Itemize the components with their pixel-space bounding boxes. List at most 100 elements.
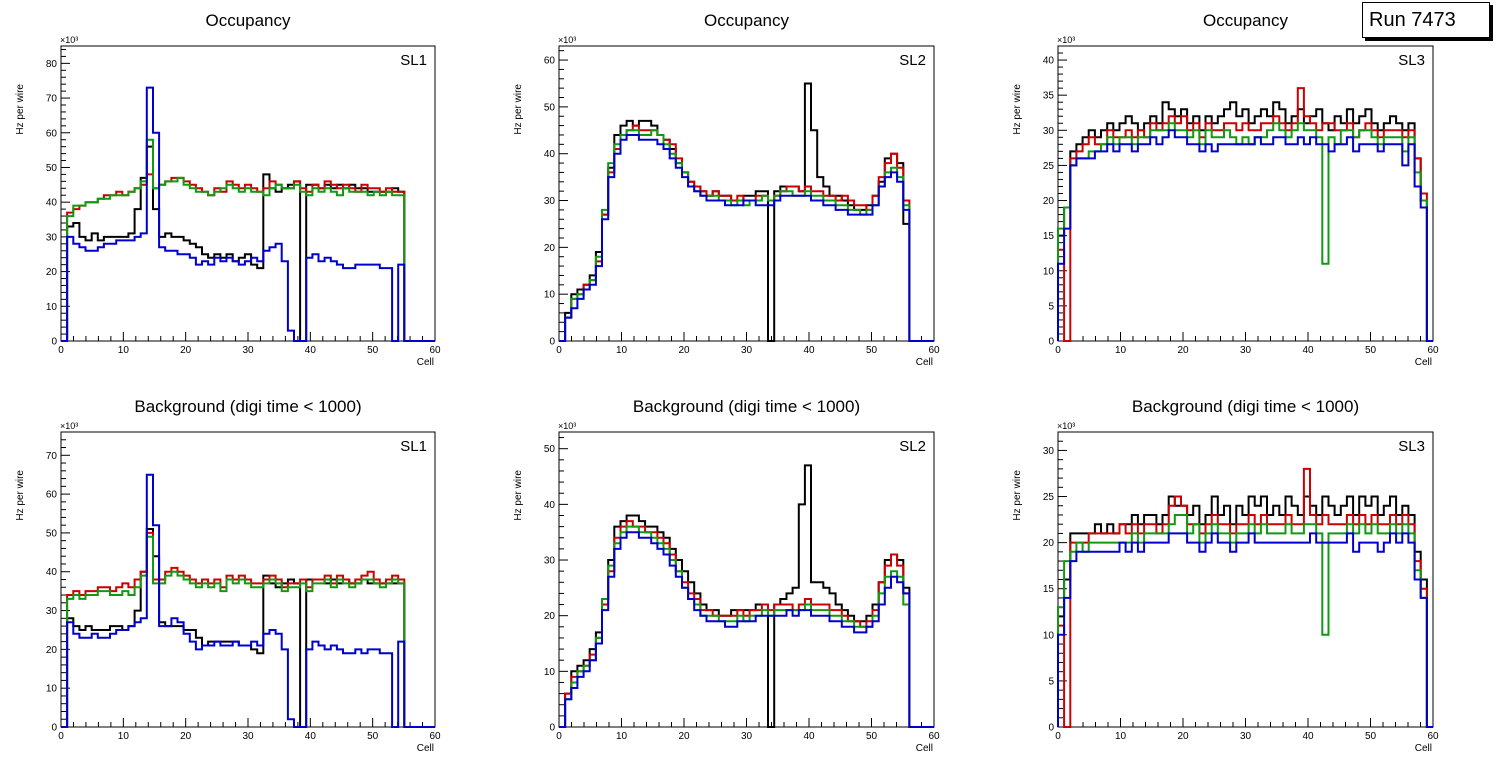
panel-occupancy-sl2: 0 10 20 30 40 50 60 0 10 20 30 40 50 60 Occupancy SL2 Ce…: [513, 11, 940, 368]
plot-frame: [558, 431, 935, 728]
x-tick-label: 0: [58, 345, 64, 356]
x-axis-label: Cell: [1415, 357, 1432, 368]
y-tick-label: 0: [51, 723, 57, 734]
y-axis-label: Hz per wire: [1012, 84, 1023, 135]
superlayer-tag: SL1: [400, 52, 427, 69]
y-axis-exponent: ×10³: [1057, 35, 1075, 45]
x-tick-label: 40: [803, 731, 815, 742]
series-red: [1057, 467, 1433, 728]
x-tick-label: 60: [1427, 345, 1439, 356]
panel-background-sl3: 0 10 20 30 40 50 60 0 5 10 15 20 25 30 Background (dig…: [1012, 397, 1439, 754]
y-tick-label: 10: [1043, 630, 1055, 641]
x-tick-label: 30: [741, 731, 753, 742]
y-tick-label: 80: [46, 59, 58, 70]
y-tick-label: 50: [46, 163, 58, 174]
y-tick-label: 50: [46, 528, 58, 539]
x-tick-label: 0: [1055, 731, 1061, 742]
y-tick-label: 40: [544, 149, 556, 160]
superlayer-tag: SL1: [400, 438, 427, 455]
series-black: [61, 145, 435, 342]
y-tick-label: 15: [1043, 584, 1055, 595]
series-green: [1057, 514, 1433, 728]
panel-title: Background (digi time < 1000): [633, 397, 860, 416]
x-tick-label: 20: [180, 731, 192, 742]
x-tick-label: 20: [1177, 345, 1189, 356]
series-green: [1057, 122, 1433, 342]
series-red: [1057, 87, 1433, 342]
superlayer-tag: SL3: [1398, 438, 1425, 455]
x-tick-label: 0: [556, 345, 562, 356]
x-tick-label: 60: [928, 731, 940, 742]
y-tick-label: 0: [1048, 337, 1054, 348]
y-tick-label: 10: [1043, 266, 1055, 277]
panel-background-sl1: 0 10 20 30 40 50 60 0 10 20 30 40 50 60 70 Background (…: [15, 397, 441, 754]
plot-frame: [1057, 45, 1434, 342]
run-number-box: Run 7473: [1362, 2, 1490, 38]
y-tick-label: 5: [1048, 301, 1054, 312]
series-black: [559, 82, 934, 342]
y-axis-exponent: ×10³: [60, 421, 78, 431]
panel-title: Occupancy: [1203, 11, 1289, 30]
x-tick-label: 10: [1115, 345, 1127, 356]
x-tick-label: 10: [118, 345, 130, 356]
x-axis-label: Cell: [417, 357, 434, 368]
x-tick-label: 50: [1365, 731, 1377, 742]
x-tick-label: 30: [242, 345, 254, 356]
x-tick-label: 50: [866, 345, 878, 356]
y-tick-label: 20: [1043, 196, 1055, 207]
y-tick-label: 20: [1043, 538, 1055, 549]
x-tick-label: 50: [1365, 345, 1377, 356]
y-axis-label: Hz per wire: [1012, 470, 1023, 521]
x-tick-label: 30: [242, 731, 254, 742]
series-green: [61, 138, 435, 342]
panel-title: Occupancy: [704, 11, 790, 30]
x-axis-label: Cell: [916, 743, 933, 754]
x-tick-label: 60: [1427, 731, 1439, 742]
y-tick-label: 40: [544, 500, 556, 511]
x-tick-label: 60: [429, 731, 441, 742]
x-tick-label: 30: [1240, 731, 1252, 742]
x-tick-label: 0: [556, 731, 562, 742]
x-tick-label: 40: [803, 345, 815, 356]
x-tick-label: 10: [616, 731, 628, 742]
superlayer-tag: SL2: [899, 438, 926, 455]
panel-background-sl2: 0 10 20 30 40 50 60 0 10 20 30 40 50 Background (digi…: [513, 397, 940, 754]
panel-title: Background (digi time < 1000): [1132, 397, 1359, 416]
y-axis-exponent: ×10³: [60, 35, 78, 45]
y-tick-label: 60: [46, 128, 58, 139]
series-green: [559, 129, 934, 342]
y-tick-label: 30: [46, 606, 58, 617]
x-tick-label: 20: [1177, 731, 1189, 742]
y-tick-label: 50: [544, 444, 556, 455]
y-tick-label: 0: [51, 337, 57, 348]
x-tick-label: 20: [678, 731, 690, 742]
x-tick-label: 0: [58, 731, 64, 742]
y-axis-exponent: ×10³: [1057, 421, 1075, 431]
x-tick-label: 60: [928, 345, 940, 356]
y-tick-label: 30: [544, 196, 556, 207]
run-number-label: Run 7473: [1369, 9, 1456, 31]
y-axis-label: Hz per wire: [513, 84, 524, 135]
x-tick-label: 50: [367, 731, 379, 742]
y-tick-label: 10: [46, 684, 58, 695]
y-tick-label: 60: [46, 490, 58, 501]
y-tick-label: 0: [549, 723, 555, 734]
y-tick-label: 5: [1048, 676, 1054, 687]
y-tick-label: 10: [544, 290, 556, 301]
panel-occupancy-sl1: 0 10 20 30 40 50 60 0 10 20 30 40 50 60 70 80 Occupancy S…: [15, 11, 441, 368]
y-tick-label: 15: [1043, 231, 1055, 242]
y-tick-label: 30: [1043, 126, 1055, 137]
y-tick-label: 40: [46, 567, 58, 578]
x-tick-label: 10: [1115, 731, 1127, 742]
series-blue: [1057, 532, 1433, 728]
superlayer-tag: SL3: [1398, 52, 1425, 69]
x-tick-label: 50: [367, 345, 379, 356]
panel-title: Occupancy: [205, 11, 291, 30]
y-tick-label: 20: [46, 267, 58, 278]
panel-title: Background (digi time < 1000): [134, 397, 361, 416]
y-axis-label: Hz per wire: [15, 470, 26, 521]
series-black: [61, 528, 435, 728]
y-tick-label: 30: [1043, 446, 1055, 457]
y-tick-label: 30: [46, 232, 58, 243]
